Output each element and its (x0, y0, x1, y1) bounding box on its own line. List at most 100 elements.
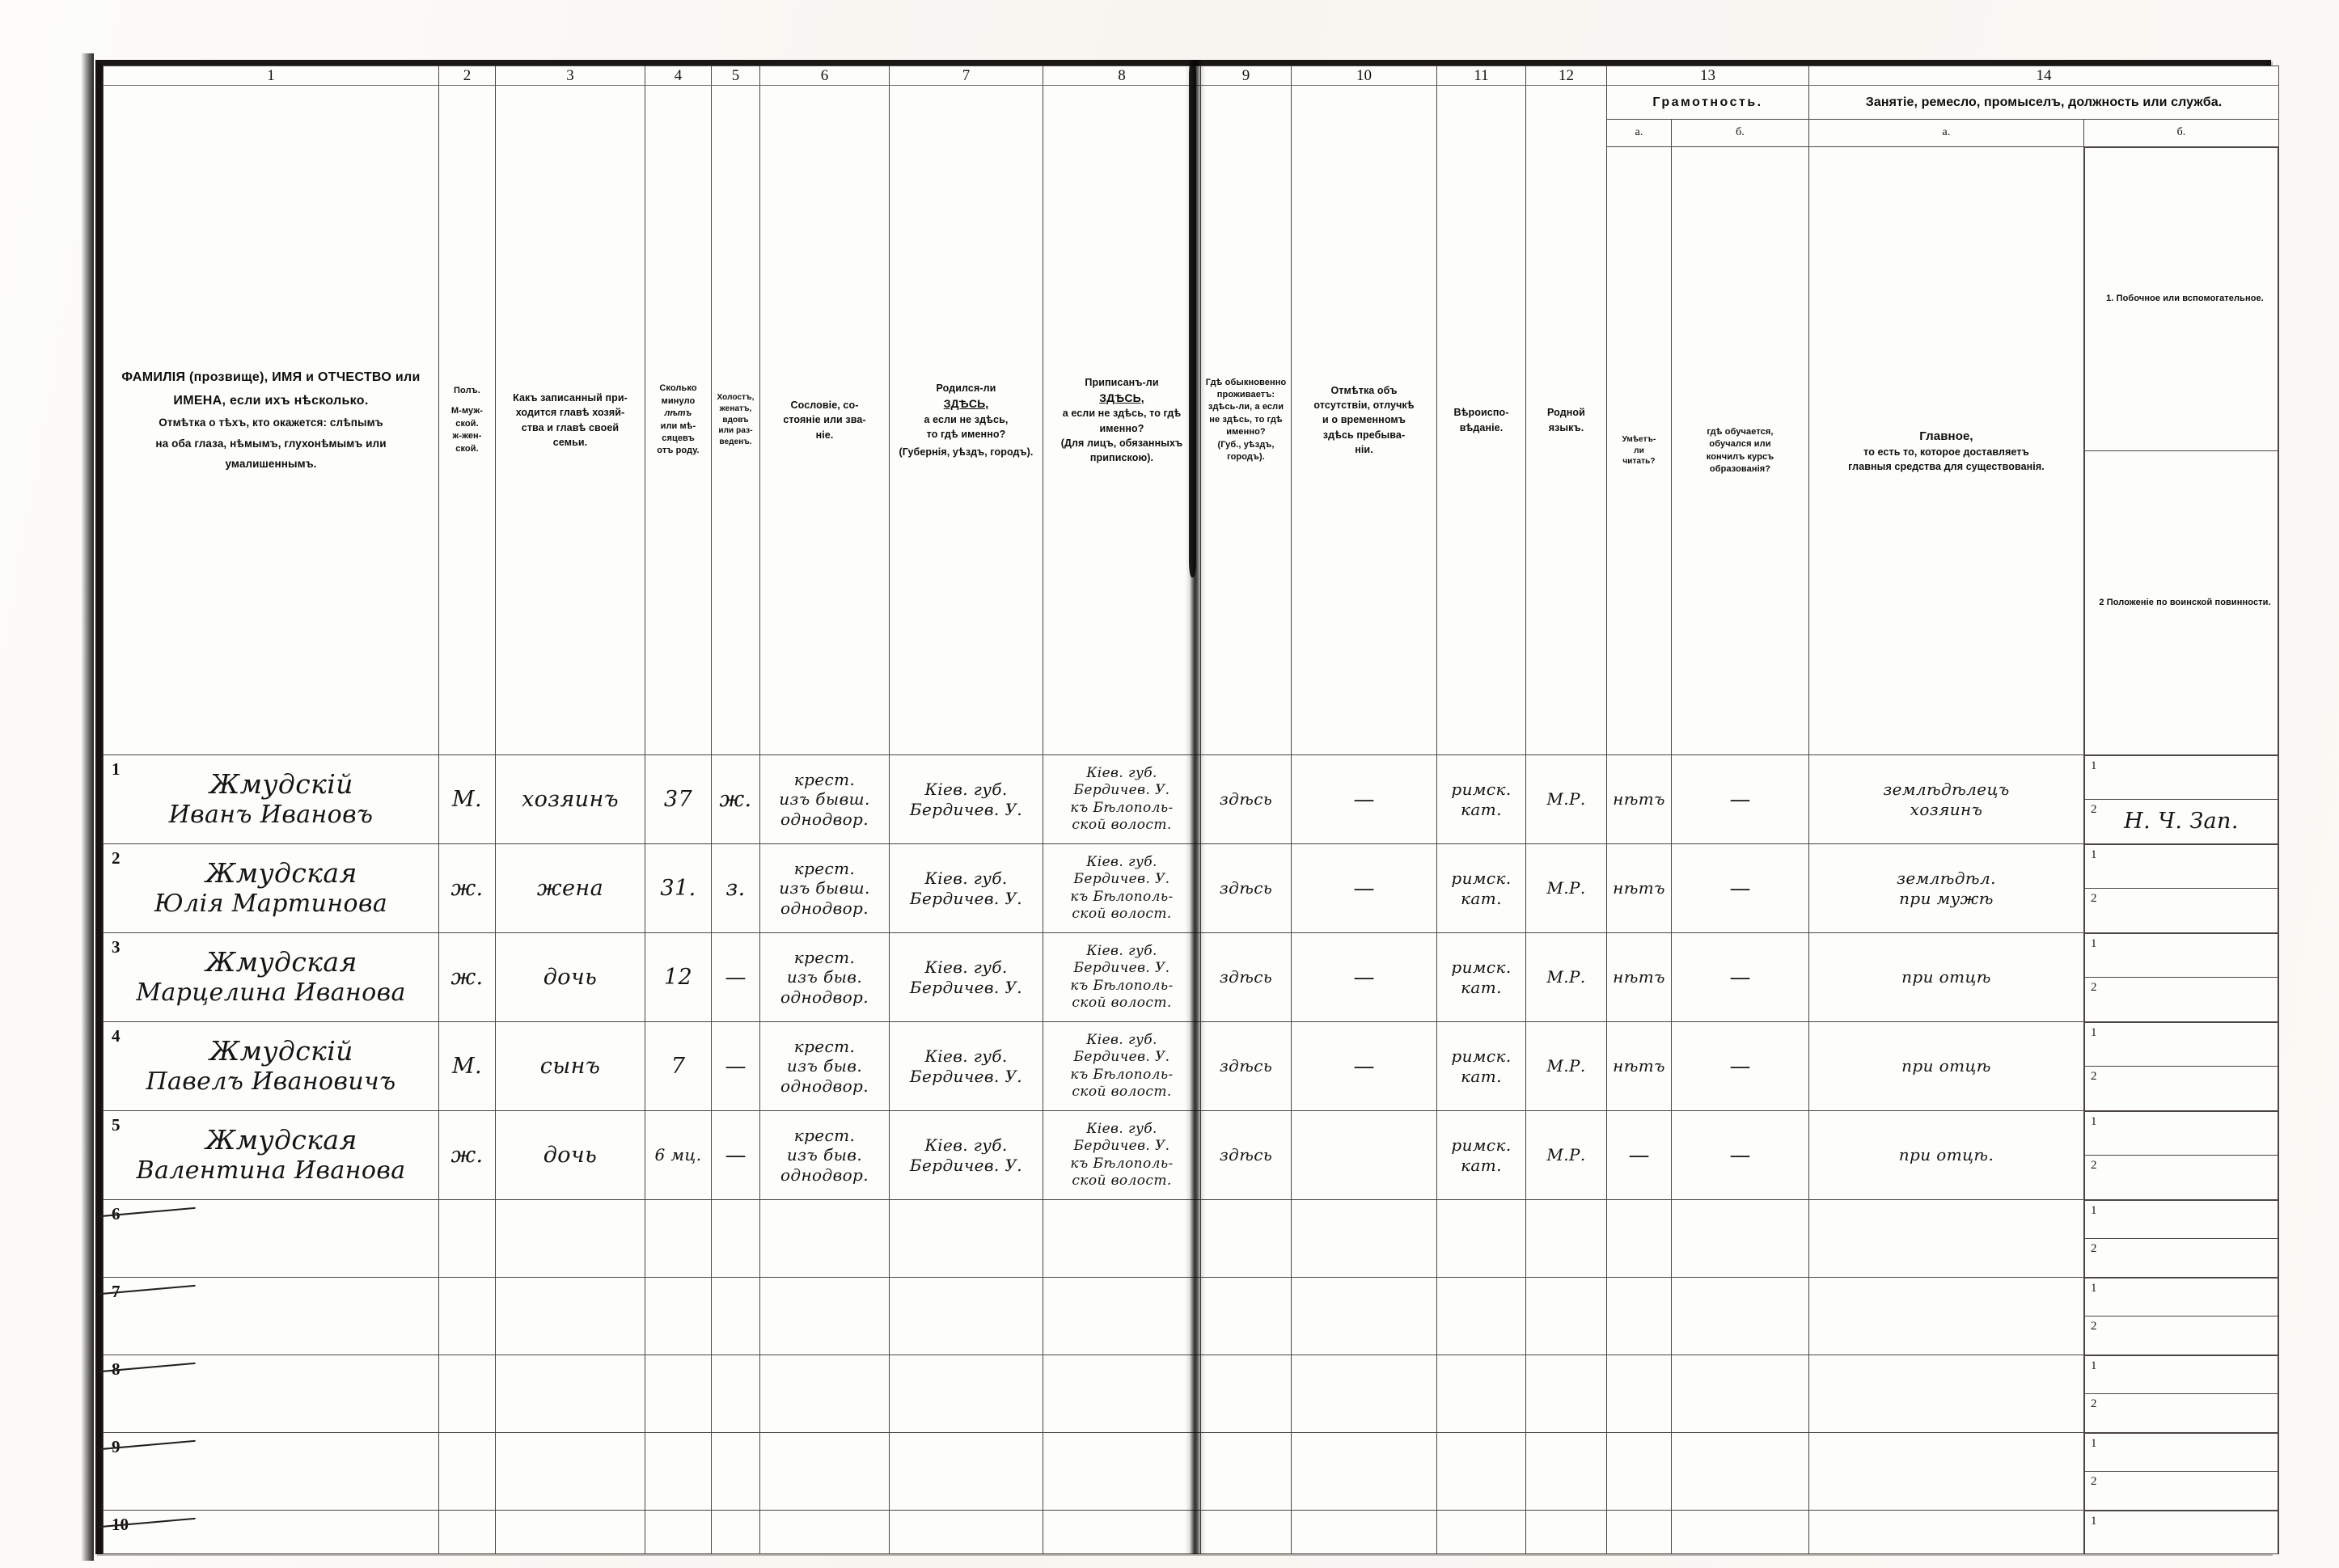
cell-religion[interactable]: римск. кат. (1436, 754, 1526, 844)
cell-religion[interactable] (1436, 1277, 1526, 1355)
cell-name[interactable]: 4 Жмудскій Павелъ Ивановичъ (103, 1021, 439, 1111)
cell-age[interactable]: 37 (645, 754, 712, 844)
table-row[interactable]: 7 1 2 (99, 1277, 2279, 1355)
cell-literacy-a[interactable] (1606, 1199, 1672, 1278)
cell-age[interactable]: 6 мц. (645, 1110, 712, 1200)
cell-residence[interactable] (1200, 1199, 1292, 1278)
cell-absence[interactable] (1291, 1432, 1437, 1511)
cell-relation[interactable] (495, 1510, 645, 1554)
cell-sex[interactable] (438, 1355, 496, 1433)
cell-birthplace[interactable] (889, 1355, 1043, 1433)
cell-sex[interactable]: М. (438, 1021, 496, 1111)
cell-occupation-main[interactable]: при отцѣ (1808, 1021, 2084, 1111)
occupation-b1[interactable]: 1 (2084, 1277, 2278, 1317)
cell-literacy-a[interactable]: нѣтъ (1606, 843, 1672, 933)
cell-birthplace[interactable]: Кіев. губ. Бердичев. У. (889, 1110, 1043, 1200)
occupation-b2[interactable]: 2 (2084, 1316, 2278, 1355)
cell-relation[interactable]: жена (495, 843, 645, 933)
occupation-b2[interactable]: 2 (2084, 977, 2278, 1021)
cell-marital[interactable]: — (711, 932, 760, 1022)
table-row[interactable]: 2 Жмудская Юлія Мартинова ж. жена 31. з.… (103, 843, 2279, 933)
cell-birthplace[interactable]: Кіев. губ. Бердичев. У. (889, 1021, 1043, 1111)
cell-residence[interactable] (1200, 1510, 1292, 1554)
cell-marital[interactable] (711, 1277, 760, 1355)
cell-residence[interactable] (1200, 1432, 1292, 1511)
cell-language[interactable] (1525, 1510, 1607, 1554)
cell-absence[interactable]: — (1291, 1021, 1437, 1111)
occupation-b1[interactable]: 1 (2084, 754, 2278, 801)
cell-language[interactable]: М.Р. (1525, 932, 1607, 1022)
cell-literacy-b[interactable] (1671, 1199, 1809, 1278)
cell-language[interactable]: М.Р. (1525, 1110, 1607, 1200)
cell-relation[interactable] (495, 1277, 645, 1355)
table-row[interactable]: 6 1 2 (99, 1199, 2279, 1278)
cell-occupation-secondary[interactable]: 1 2 Н. Ч. Зап. (2083, 754, 2279, 844)
table-row[interactable]: 10 1 (99, 1510, 2279, 1554)
cell-literacy-b[interactable] (1671, 1510, 1809, 1554)
cell-sex[interactable]: ж. (438, 1110, 496, 1200)
cell-registered[interactable]: Кіев. губ. Бердичев. У. къ Бѣлополь- ско… (1043, 932, 1201, 1022)
cell-estate[interactable]: крест. изъ бывш. однодвор. (759, 754, 890, 844)
cell-sex[interactable]: ж. (438, 932, 496, 1022)
cell-age[interactable] (645, 1199, 712, 1278)
cell-religion[interactable] (1436, 1199, 1526, 1278)
cell-occupation-main[interactable]: землѣдѣл. при мужѣ (1808, 843, 2084, 933)
cell-name[interactable]: 9 (99, 1432, 439, 1511)
occupation-b2[interactable]: 2 (2084, 1393, 2278, 1432)
cell-occupation-main[interactable]: при отцѣ (1808, 932, 2084, 1022)
cell-marital[interactable]: ж. (711, 754, 760, 844)
cell-language[interactable] (1525, 1277, 1607, 1355)
cell-residence[interactable]: здѣсь (1200, 1110, 1292, 1200)
cell-birthplace[interactable] (889, 1510, 1043, 1554)
cell-estate[interactable] (759, 1277, 890, 1355)
cell-name[interactable]: 10 (99, 1510, 439, 1554)
cell-marital[interactable]: з. (711, 843, 760, 933)
occupation-b1[interactable]: 1 (2084, 1355, 2278, 1395)
cell-relation[interactable]: хозяинъ (495, 754, 645, 844)
cell-relation[interactable]: сынъ (495, 1021, 645, 1111)
cell-occupation-main[interactable] (1808, 1199, 2084, 1278)
cell-literacy-b[interactable]: — (1671, 843, 1809, 933)
cell-name[interactable]: 5 Жмудская Валентина Иванова (103, 1110, 439, 1200)
cell-occupation-main[interactable]: при отцѣ. (1808, 1110, 2084, 1200)
cell-marital[interactable] (711, 1199, 760, 1278)
cell-registered[interactable] (1043, 1355, 1201, 1433)
cell-occupation-secondary[interactable]: 1 2 (2083, 1277, 2279, 1355)
cell-age[interactable]: 12 (645, 932, 712, 1022)
cell-occupation-secondary[interactable]: 1 2 (2083, 1355, 2279, 1433)
cell-residence[interactable] (1200, 1355, 1292, 1433)
cell-relation[interactable]: дочь (495, 1110, 645, 1200)
cell-literacy-b[interactable] (1671, 1277, 1809, 1355)
cell-religion[interactable] (1436, 1432, 1526, 1511)
occupation-b2[interactable]: 2 (2084, 1471, 2278, 1510)
cell-absence[interactable]: — (1291, 932, 1437, 1022)
cell-residence[interactable]: здѣсь (1200, 843, 1292, 933)
cell-marital[interactable]: — (711, 1110, 760, 1200)
cell-estate[interactable] (759, 1355, 890, 1433)
cell-registered[interactable]: Кіев. губ. Бердичев. У. къ Бѣлополь- ско… (1043, 1110, 1201, 1200)
cell-registered[interactable]: Кіев. губ. Бердичев. У. къ Бѣлополь- ско… (1043, 754, 1201, 844)
cell-language[interactable] (1525, 1432, 1607, 1511)
cell-language[interactable]: М.Р. (1525, 1021, 1607, 1111)
cell-literacy-a[interactable]: нѣтъ (1606, 932, 1672, 1022)
cell-language[interactable] (1525, 1355, 1607, 1433)
cell-occupation-main[interactable] (1808, 1277, 2084, 1355)
cell-registered[interactable]: Кіев. губ. Бердичев. У. къ Бѣлополь- ско… (1043, 1021, 1201, 1111)
cell-sex[interactable]: М. (438, 754, 496, 844)
cell-occupation-main[interactable]: землѣдѣлецъ хозяинъ (1808, 754, 2084, 844)
table-row[interactable]: 8 1 2 (99, 1355, 2279, 1433)
cell-occupation-secondary[interactable]: 1 2 (2083, 1021, 2279, 1111)
cell-residence[interactable]: здѣсь (1200, 754, 1292, 844)
cell-literacy-a[interactable]: нѣтъ (1606, 1021, 1672, 1111)
cell-marital[interactable] (711, 1432, 760, 1511)
cell-registered[interactable] (1043, 1510, 1201, 1554)
cell-religion[interactable]: римск. кат. (1436, 932, 1526, 1022)
cell-occupation-main[interactable] (1808, 1432, 2084, 1511)
cell-language[interactable] (1525, 1199, 1607, 1278)
cell-age[interactable] (645, 1510, 712, 1554)
cell-relation[interactable]: дочь (495, 932, 645, 1022)
cell-relation[interactable] (495, 1199, 645, 1278)
cell-absence[interactable] (1291, 1110, 1437, 1200)
cell-literacy-a[interactable] (1606, 1432, 1672, 1511)
table-row[interactable]: 3 Жмудская Марцелина Иванова ж. дочь 12 … (103, 932, 2279, 1022)
